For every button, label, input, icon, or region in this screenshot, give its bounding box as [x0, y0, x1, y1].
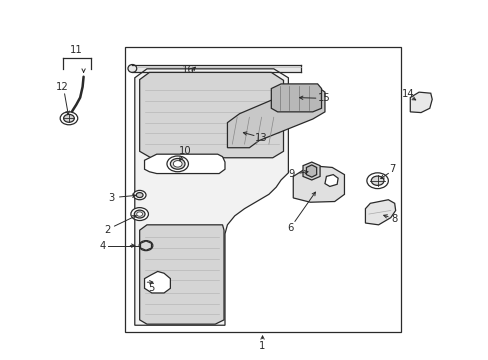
Circle shape — [366, 173, 387, 189]
Text: 10: 10 — [178, 145, 191, 156]
Circle shape — [133, 190, 146, 200]
Polygon shape — [271, 84, 321, 112]
Circle shape — [137, 212, 142, 216]
Circle shape — [60, 112, 78, 125]
Polygon shape — [140, 225, 224, 324]
Text: 3: 3 — [108, 193, 114, 203]
Polygon shape — [293, 166, 344, 202]
Bar — [132, 64, 300, 72]
Circle shape — [139, 240, 153, 251]
Text: 8: 8 — [391, 215, 397, 224]
Polygon shape — [227, 87, 325, 148]
Text: 4: 4 — [100, 240, 106, 251]
Polygon shape — [140, 241, 151, 250]
Polygon shape — [409, 92, 431, 113]
Circle shape — [370, 176, 383, 185]
Text: 2: 2 — [103, 225, 110, 235]
Polygon shape — [306, 165, 316, 177]
Text: 5: 5 — [147, 283, 154, 293]
Polygon shape — [325, 175, 337, 186]
Text: 9: 9 — [288, 169, 294, 179]
Polygon shape — [144, 271, 170, 293]
Bar — [125, 47, 400, 332]
Polygon shape — [365, 200, 395, 225]
Text: 16: 16 — [182, 64, 194, 75]
Circle shape — [166, 156, 188, 172]
Circle shape — [173, 161, 182, 167]
Text: 11: 11 — [70, 45, 82, 55]
Circle shape — [131, 208, 148, 221]
Polygon shape — [303, 162, 320, 180]
Text: 6: 6 — [287, 223, 293, 233]
Text: 15: 15 — [317, 93, 330, 103]
Circle shape — [170, 158, 184, 169]
Circle shape — [136, 193, 143, 198]
Polygon shape — [135, 69, 288, 325]
Text: 14: 14 — [401, 89, 414, 99]
Text: 13: 13 — [255, 133, 267, 143]
Circle shape — [63, 114, 74, 122]
Polygon shape — [140, 72, 283, 158]
Text: 7: 7 — [389, 164, 395, 174]
Circle shape — [134, 210, 145, 218]
Text: 12: 12 — [56, 82, 69, 93]
Text: 1: 1 — [259, 341, 265, 351]
Ellipse shape — [128, 64, 137, 72]
Polygon shape — [144, 154, 224, 174]
